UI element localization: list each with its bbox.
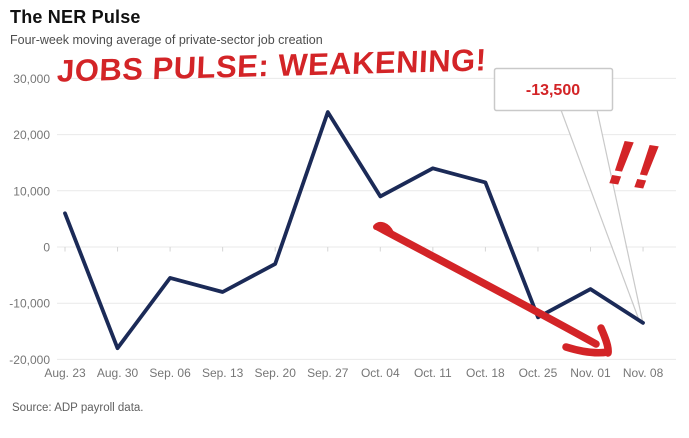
callout-tail-line-left xyxy=(560,109,640,321)
y-tick-label: -20,000 xyxy=(9,353,50,367)
page-title: The NER Pulse xyxy=(10,7,141,27)
red-arrow-annotation xyxy=(373,222,612,357)
x-tick-label: Oct. 04 xyxy=(361,366,400,380)
x-tick-label: Sep. 13 xyxy=(202,366,244,380)
x-tick-label: Nov. 08 xyxy=(623,366,664,380)
source-note: Source: ADP payroll data. xyxy=(12,402,144,414)
x-tick-label: Sep. 06 xyxy=(149,366,191,380)
x-tick-label: Aug. 23 xyxy=(44,366,86,380)
y-tick-label: 30,000 xyxy=(13,72,50,86)
x-tick-label: Oct. 25 xyxy=(519,366,558,380)
x-tick-label: Sep. 27 xyxy=(307,366,349,380)
callout-value: -13,500 xyxy=(526,82,580,99)
callout-box xyxy=(493,67,614,112)
x-tick-label: Aug. 30 xyxy=(97,366,139,380)
data-series-line xyxy=(63,110,645,351)
y-tick-label: 20,000 xyxy=(13,128,50,142)
callout: -13,500 xyxy=(493,67,644,322)
red-arrow-shaft xyxy=(374,223,600,348)
x-axis-labels: Aug. 23 Aug. 30 Sep. 06 Sep. 13 Sep. 20 Sep. … xyxy=(44,366,663,380)
red-arrow-barb-bottom xyxy=(562,343,612,357)
y-tick-label: -10,000 xyxy=(9,297,50,311)
handwritten-exclamation-marks: !! xyxy=(604,125,666,205)
x-tick-label: Sep. 20 xyxy=(255,366,297,380)
y-tick-label: 10,000 xyxy=(13,184,50,198)
chart-subtitle: Four-week moving average of private-sect… xyxy=(10,33,323,47)
callout-tail-line-right xyxy=(596,109,644,322)
x-axis-ticks xyxy=(64,247,644,252)
x-tick-label: Oct. 18 xyxy=(466,366,505,380)
y-axis-labels: 30,000 20,000 10,000 0 -10,000 -20,000 xyxy=(9,72,50,367)
x-tick-label: Nov. 01 xyxy=(570,366,611,380)
y-tick-label: 0 xyxy=(43,241,50,255)
x-tick-label: Oct. 11 xyxy=(414,366,452,380)
red-arrow-barb-top xyxy=(597,324,612,357)
